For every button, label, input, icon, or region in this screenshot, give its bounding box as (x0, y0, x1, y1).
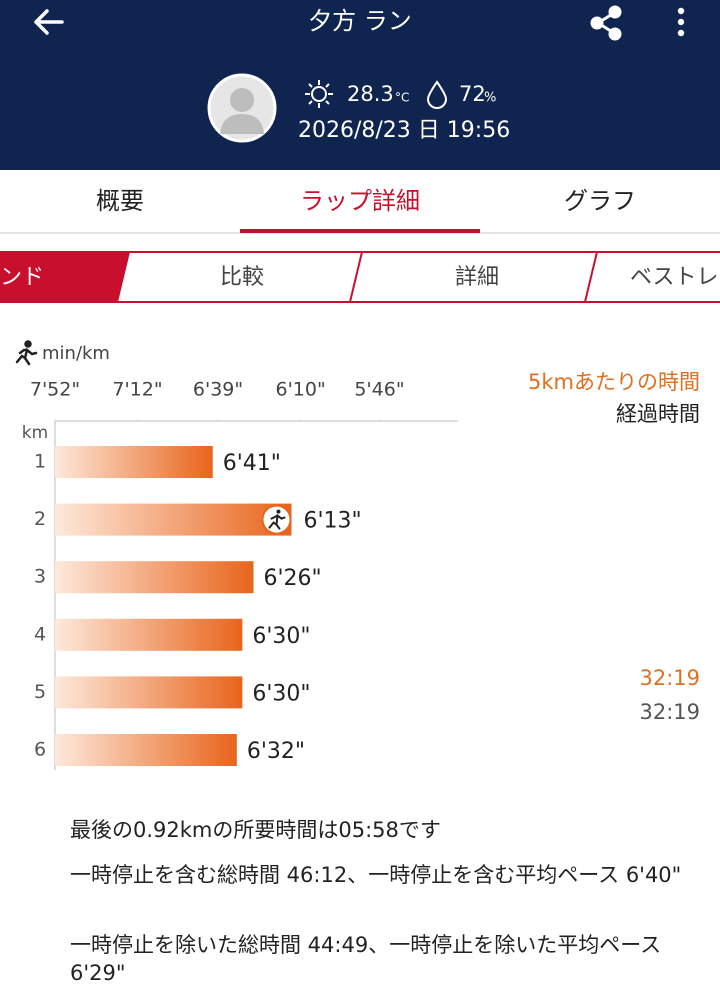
x-tick-label: 6'10" (276, 379, 326, 401)
value-label: 6'30" (252, 681, 310, 706)
row-label: 4 (34, 623, 46, 645)
segment[interactable]: ンド (0, 265, 44, 290)
split-value: 32:19 (639, 666, 700, 690)
bar (55, 676, 243, 709)
segment[interactable]: ベストレ (630, 265, 718, 290)
value-label: 6'41" (223, 451, 281, 476)
value-label: 6'32" (247, 739, 305, 764)
segment[interactable]: 比較 (220, 265, 264, 290)
sun-icon (305, 80, 333, 108)
datetime: 2026/8/23 日 19:56 (298, 118, 510, 143)
x-tick-label: 7'12" (112, 379, 162, 401)
value-label: 6'30" (252, 624, 310, 649)
best-icon-head (276, 509, 281, 514)
note: 一時停止を含む総時間 46:12、一時停止を含む平均ペース 6'40" (70, 863, 682, 887)
tab[interactable]: 概要 (96, 187, 144, 215)
row-label: 2 (34, 508, 46, 530)
tab[interactable]: ラップ詳細 (300, 187, 420, 215)
bar (55, 446, 213, 478)
pace-icon (15, 340, 38, 366)
segmented-control: ンド 比較 詳細 ベストレ (0, 251, 720, 303)
chart: 7'52" 7'12" 6'39" 6'10" 5'46" 1 6'41" 2 6'13" 3 6'… (30, 379, 405, 766)
temperature-unit: °C (395, 91, 409, 105)
humidity-icon (426, 80, 448, 109)
row-axis-label: km (22, 423, 48, 443)
menu-button[interactable] (677, 7, 685, 37)
humidity-unit: % (484, 91, 496, 106)
row-label: 5 (34, 681, 46, 703)
share-button[interactable] (590, 5, 622, 41)
unit-label: min/km (42, 343, 110, 364)
row-label: 3 (34, 566, 46, 588)
header-title: 夕方 ラン (308, 7, 412, 35)
bar (55, 503, 292, 536)
humidity: 72 (459, 82, 486, 106)
bar (55, 618, 243, 651)
segment[interactable]: 詳細 (455, 265, 499, 290)
split-title: 5kmあたりの時間 (528, 370, 700, 394)
elapsed-value: 32:19 (639, 700, 700, 724)
bar (55, 561, 254, 594)
tab[interactable]: グラフ (564, 187, 636, 215)
row-label: 1 (34, 451, 46, 473)
note: 一時停止を除いた総時間 44:49、一時停止を除いた平均ペース 6'29" (70, 933, 662, 985)
value-label: 6'26" (264, 566, 322, 591)
x-tick-label: 7'52" (30, 379, 80, 401)
x-tick-label: 6'39" (193, 379, 243, 401)
row-label: 6 (34, 739, 46, 761)
avatar (207, 73, 277, 143)
back-button[interactable] (34, 9, 64, 35)
value-label: 6'13" (303, 509, 361, 534)
temperature: 28.3 (347, 82, 394, 106)
best-icon (268, 513, 286, 530)
elapsed-title: 経過時間 (616, 402, 700, 426)
bar (55, 734, 237, 766)
x-tick-label: 5'46" (354, 379, 404, 401)
note: 最後の0.92kmの所要時間は05:58です (70, 818, 441, 842)
tab-indicator (240, 229, 480, 233)
tab-bar: 概要 ラップ詳細 グラフ (96, 187, 636, 233)
